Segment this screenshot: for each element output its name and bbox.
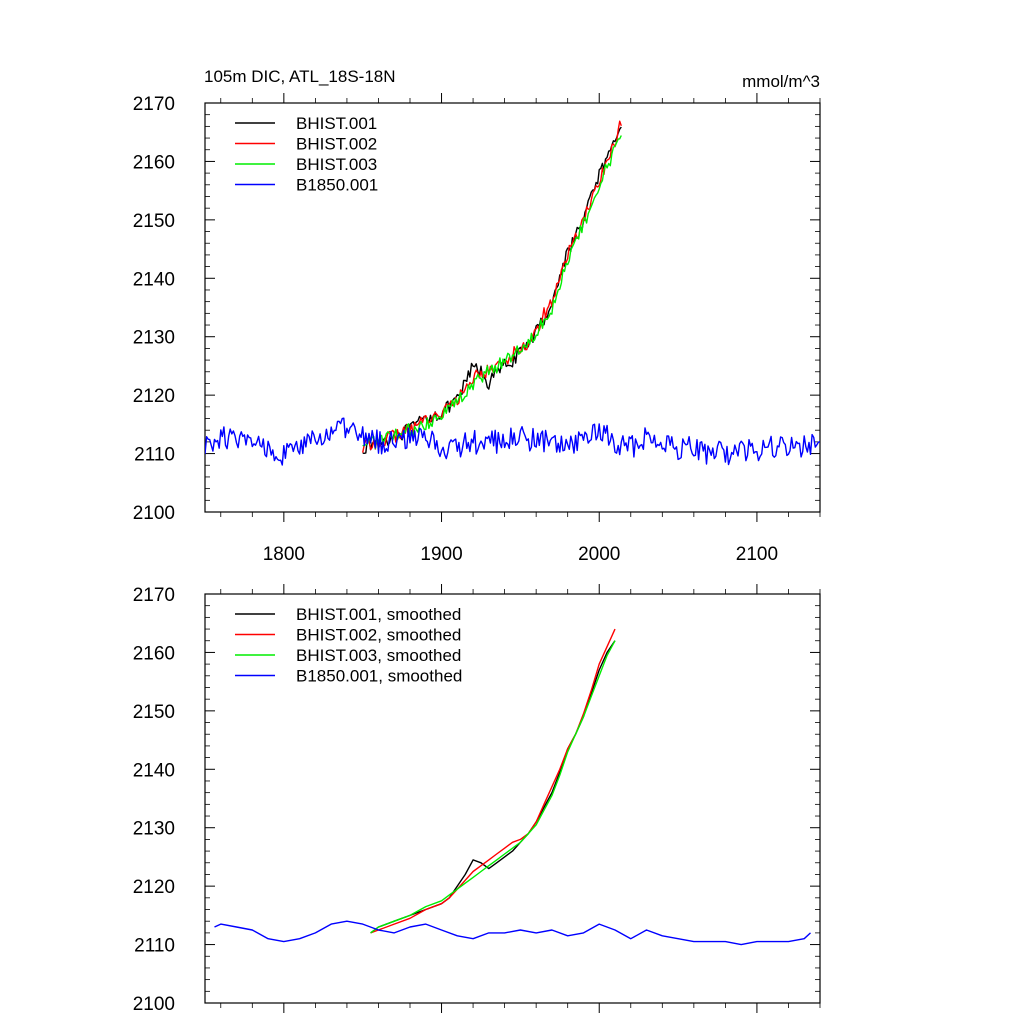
legend-label: BHIST.002, smoothed (296, 626, 461, 645)
units-label: mmol/m^3 (742, 72, 820, 91)
series-line-bhist-003 (370, 640, 616, 934)
legend-label: BHIST.003 (296, 155, 377, 174)
y-tick-label: 2120 (133, 877, 175, 898)
y-tick-label: 2110 (134, 936, 175, 957)
y-tick-label: 2170 (133, 585, 175, 606)
y-tick-label: 2160 (133, 152, 175, 173)
legend-label: BHIST.002 (296, 135, 377, 154)
x-tick-label: 1900 (420, 544, 462, 565)
y-tick-label: 2110 (134, 445, 175, 466)
legend-label: B1850.001 (296, 176, 378, 195)
y-tick-label: 2130 (133, 819, 175, 840)
series-line-bhist-002 (362, 120, 622, 453)
y-tick-label: 2170 (133, 94, 175, 115)
x-tick-label: 1800 (263, 544, 305, 565)
x-tick-label: 2000 (578, 544, 620, 565)
series-group (214, 628, 811, 946)
plot-frame (204, 102, 821, 513)
chart-panels: 2100 2110 2120 2130 2140 2150 2160 2170 1800 1900… (133, 93, 821, 1015)
panel-2: 2100 2110 2120 2130 2140 2150 2160 2170 BHIST.00… (133, 584, 821, 1015)
series-line-bhist-003 (362, 135, 622, 450)
y-tick-label: 2150 (133, 702, 175, 723)
series-line-b1850-001 (205, 417, 820, 466)
y-tick-label: 2130 (133, 328, 175, 349)
series-line-b1850-001 (214, 920, 811, 946)
series-line-bhist-001 (362, 126, 622, 454)
y-tick-label: 2150 (133, 211, 175, 232)
y-tick-label: 2100 (133, 503, 175, 524)
y-tick-label: 2120 (133, 386, 175, 407)
chart-title: 105m DIC, ATL_18S-18N (204, 67, 396, 86)
legend-label: BHIST.001, smoothed (296, 605, 461, 624)
legend-label: BHIST.003, smoothed (296, 646, 461, 665)
series-group (205, 120, 820, 466)
y-tick-label: 2100 (133, 994, 175, 1015)
legend-label: B1850.001, smoothed (296, 667, 462, 686)
legend-label: BHIST.001 (296, 114, 377, 133)
y-tick-label: 2160 (133, 643, 175, 664)
y-tick-label: 2140 (133, 760, 175, 781)
plot-frame (204, 593, 821, 1004)
x-tick-label: 2100 (736, 544, 778, 565)
panel-1: 2100 2110 2120 2130 2140 2150 2160 2170 1800 1900… (133, 93, 821, 565)
y-tick-label: 2140 (133, 269, 175, 290)
